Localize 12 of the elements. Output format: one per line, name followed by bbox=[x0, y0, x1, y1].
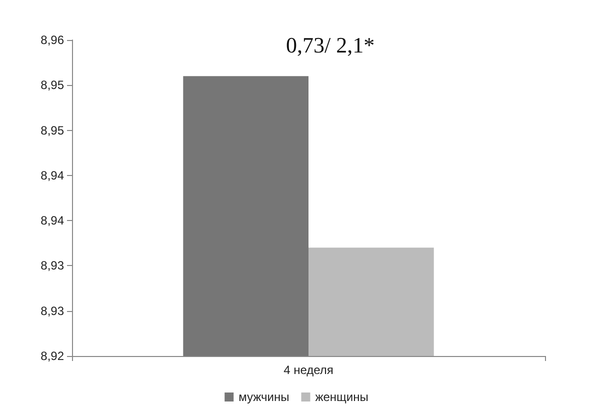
legend-label: женщины bbox=[315, 390, 368, 404]
y-tick-label: 8,94 bbox=[40, 168, 64, 182]
legend-label: мужчины bbox=[238, 390, 290, 404]
x-tick-label: 4 неделя bbox=[284, 363, 334, 377]
y-tick-label: 8,93 bbox=[40, 258, 64, 273]
y-tick-label: 8,95 bbox=[40, 78, 64, 92]
y-tick-label: 8,95 bbox=[40, 123, 64, 138]
y-tick-label: 8,94 bbox=[40, 214, 64, 228]
annotation: 0,73/ 2,1* bbox=[286, 32, 375, 58]
y-tick-label: 8,92 bbox=[40, 349, 64, 363]
y-tick-label: 8,96 bbox=[40, 33, 64, 47]
y-tick-label: 8,93 bbox=[40, 304, 64, 318]
